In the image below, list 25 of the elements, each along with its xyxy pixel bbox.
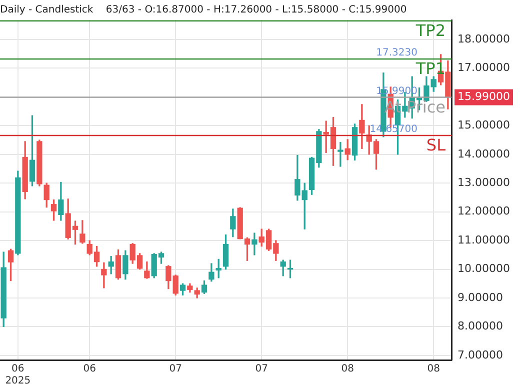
ref-line-label: SL (426, 136, 446, 155)
x-tick-label: 06 (83, 364, 96, 375)
y-tick-label: 14.00000 (458, 147, 510, 160)
x-tick-label: 08 (427, 364, 440, 375)
ref-line-label: TP2 (414, 21, 446, 40)
y-tick-label: 18.00000 (458, 32, 510, 46)
y-tick-label: 12.00000 (458, 204, 510, 218)
annotation: 17.3230 (376, 48, 418, 59)
y-tick-label: 15.99000 (458, 90, 510, 104)
x-tick-label: 06 2025 (5, 364, 31, 387)
x-tick-label: 07 (255, 364, 268, 375)
y-tick-label: 13.00000 (458, 176, 510, 189)
y-tick-label: 9.00000 (458, 290, 504, 304)
y-tick-label: 7.00000 (458, 348, 504, 362)
y-tick-label: 11.00000 (458, 233, 510, 246)
y-tick-label: 17.00000 (458, 61, 510, 74)
candlestick (338, 142, 344, 167)
y-tick-label: 10.00000 (458, 262, 510, 276)
candlestick (252, 232, 258, 256)
y-tick-label: 15.00000 (458, 118, 510, 132)
x-tick-label: 08 (341, 364, 354, 375)
x-tick-label: 07 (169, 364, 182, 375)
y-tick-label: 8.00000 (458, 320, 504, 333)
candlestick (101, 262, 107, 288)
chart-title: Daily - Candlestick 63/63 - O:16.87000 - H:17.26000 - L:15.58000 - C:15.99000 (0, 4, 407, 16)
